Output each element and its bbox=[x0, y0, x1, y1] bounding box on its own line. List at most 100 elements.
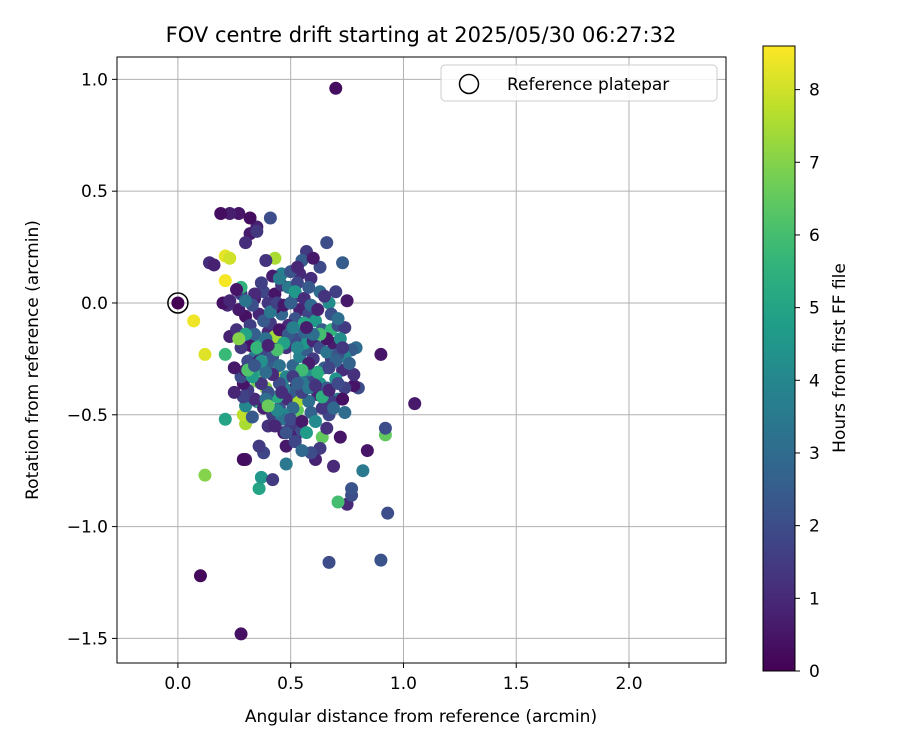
data-point bbox=[327, 459, 341, 473]
colorbar-ticks: 0 1 2 3 4 5 6 7 8 bbox=[795, 81, 820, 682]
grid-lines bbox=[117, 57, 726, 663]
data-point bbox=[288, 435, 302, 449]
data-point bbox=[336, 392, 350, 406]
chart-title: FOV centre drift starting at 2025/05/30 … bbox=[166, 23, 677, 47]
colorbar-tick-label: 6 bbox=[809, 226, 820, 246]
data-point bbox=[248, 392, 262, 406]
colorbar-label: Hours from first FF file bbox=[830, 263, 850, 453]
data-points bbox=[187, 81, 422, 641]
data-point bbox=[302, 394, 316, 408]
data-point bbox=[338, 406, 352, 420]
data-point bbox=[327, 401, 341, 415]
data-point bbox=[338, 321, 352, 335]
data-point bbox=[290, 341, 304, 355]
data-point bbox=[342, 356, 356, 370]
data-point bbox=[331, 312, 345, 326]
data-point bbox=[198, 468, 212, 482]
legend-marker-icon bbox=[458, 73, 480, 95]
data-point bbox=[232, 332, 246, 346]
data-point bbox=[223, 294, 237, 308]
x-tick-label: 1.5 bbox=[503, 674, 530, 694]
data-point bbox=[250, 224, 264, 238]
data-point bbox=[308, 314, 322, 328]
y-tick-label: 0.0 bbox=[81, 294, 108, 314]
reference-point bbox=[171, 296, 185, 310]
data-point bbox=[248, 287, 262, 301]
data-point bbox=[252, 439, 266, 453]
data-point bbox=[198, 347, 212, 361]
data-point bbox=[236, 453, 250, 467]
reference-ring bbox=[167, 292, 189, 314]
data-point bbox=[320, 345, 334, 359]
data-point bbox=[308, 379, 322, 393]
y-tick-label: −1.0 bbox=[67, 518, 108, 538]
data-point bbox=[340, 294, 354, 308]
data-point bbox=[227, 361, 241, 375]
colorbar-tick-label: 4 bbox=[809, 371, 820, 391]
data-point bbox=[302, 280, 316, 294]
data-point bbox=[268, 419, 282, 433]
data-point bbox=[336, 256, 350, 270]
data-point bbox=[239, 294, 253, 308]
data-point bbox=[286, 401, 300, 415]
data-point bbox=[261, 338, 275, 352]
data-point bbox=[248, 359, 262, 373]
data-point bbox=[279, 457, 293, 471]
data-point bbox=[218, 274, 232, 288]
data-point bbox=[322, 555, 336, 569]
data-point bbox=[313, 260, 327, 274]
data-point bbox=[263, 305, 277, 319]
colorbar bbox=[762, 45, 796, 672]
data-point bbox=[284, 296, 298, 310]
data-point bbox=[245, 410, 259, 424]
data-point bbox=[408, 397, 422, 411]
legend-box bbox=[440, 64, 718, 102]
data-point bbox=[295, 414, 309, 428]
data-point bbox=[263, 211, 277, 225]
legend: Reference platepar bbox=[440, 64, 718, 102]
y-tick-label: 0.5 bbox=[81, 182, 108, 202]
data-point bbox=[218, 347, 232, 361]
colorbar-tick-label: 7 bbox=[809, 153, 820, 173]
colorbar-tick-label: 2 bbox=[809, 517, 820, 537]
data-point bbox=[329, 81, 343, 95]
colorbar-tick-label: 0 bbox=[809, 662, 820, 682]
x-axis-label: Angular distance from reference (arcmin) bbox=[245, 707, 597, 727]
data-point bbox=[315, 401, 329, 415]
data-point bbox=[360, 444, 374, 458]
data-point bbox=[290, 260, 304, 274]
colorbar-tick-label: 3 bbox=[809, 444, 820, 464]
colorbar-tick-label: 8 bbox=[809, 81, 820, 101]
data-point bbox=[374, 347, 388, 361]
data-point bbox=[207, 258, 221, 272]
data-point bbox=[223, 251, 237, 265]
data-point bbox=[299, 321, 313, 335]
data-point bbox=[299, 426, 313, 440]
data-point bbox=[259, 365, 273, 379]
data-point bbox=[331, 495, 345, 509]
x-tick-label: 0.0 bbox=[164, 674, 191, 694]
data-point bbox=[218, 412, 232, 426]
data-point bbox=[266, 473, 280, 487]
data-point bbox=[252, 482, 266, 496]
data-point bbox=[230, 283, 244, 297]
data-point bbox=[318, 289, 332, 303]
data-point bbox=[322, 383, 336, 397]
data-point bbox=[223, 207, 237, 221]
data-point bbox=[288, 285, 302, 299]
data-point bbox=[295, 444, 309, 458]
data-point bbox=[295, 363, 309, 377]
data-point bbox=[227, 385, 241, 399]
y-axis-ticks: −1.5 −1.0 −0.5 0.0 0.5 1.0 bbox=[67, 70, 117, 649]
data-point bbox=[193, 569, 207, 583]
data-point bbox=[275, 385, 289, 399]
data-point bbox=[329, 285, 343, 299]
y-axis-label: Rotation from reference (arcmin) bbox=[23, 220, 43, 500]
data-point bbox=[214, 207, 228, 221]
data-point bbox=[234, 627, 248, 641]
data-point bbox=[286, 321, 300, 335]
reference-marker bbox=[167, 292, 189, 314]
data-point bbox=[250, 341, 264, 355]
x-tick-label: 2.0 bbox=[615, 674, 642, 694]
x-axis-ticks: 0.0 0.5 1.0 1.5 2.0 bbox=[164, 663, 643, 694]
